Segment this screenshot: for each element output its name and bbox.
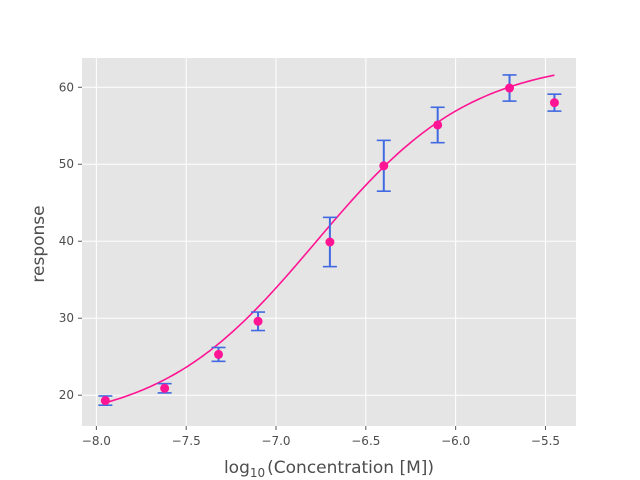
x-tick-label: −7.0 <box>261 434 290 448</box>
data-point <box>325 237 335 247</box>
data-point <box>549 98 559 108</box>
data-points <box>100 83 559 406</box>
x-axis-ticks: −8.0 −7.5 −7.0 −6.5 −6.0 −5.5 <box>82 426 560 448</box>
y-tick-label: 30 <box>59 311 74 325</box>
x-tick-label: −8.0 <box>82 434 111 448</box>
x-tick-label: −6.5 <box>351 434 380 448</box>
data-point <box>214 349 224 359</box>
y-tick-label: 60 <box>59 80 74 94</box>
y-tick-label: 40 <box>59 234 74 248</box>
x-tick-label: −5.5 <box>531 434 560 448</box>
y-tick-label: 20 <box>59 388 74 402</box>
y-tick-label: 50 <box>59 157 74 171</box>
y-axis-title: response <box>29 205 49 282</box>
data-point <box>379 161 389 171</box>
x-axis-title: log10 (Concentration [M]) <box>224 458 434 480</box>
data-point <box>100 396 110 406</box>
x-tick-label: −6.0 <box>441 434 470 448</box>
data-point <box>505 83 515 93</box>
data-point <box>253 316 263 326</box>
data-point <box>160 383 170 393</box>
y-axis-ticks: 20 30 40 50 60 <box>59 80 82 402</box>
x-tick-label: −7.5 <box>172 434 201 448</box>
grid <box>82 58 576 426</box>
data-point <box>433 120 443 130</box>
